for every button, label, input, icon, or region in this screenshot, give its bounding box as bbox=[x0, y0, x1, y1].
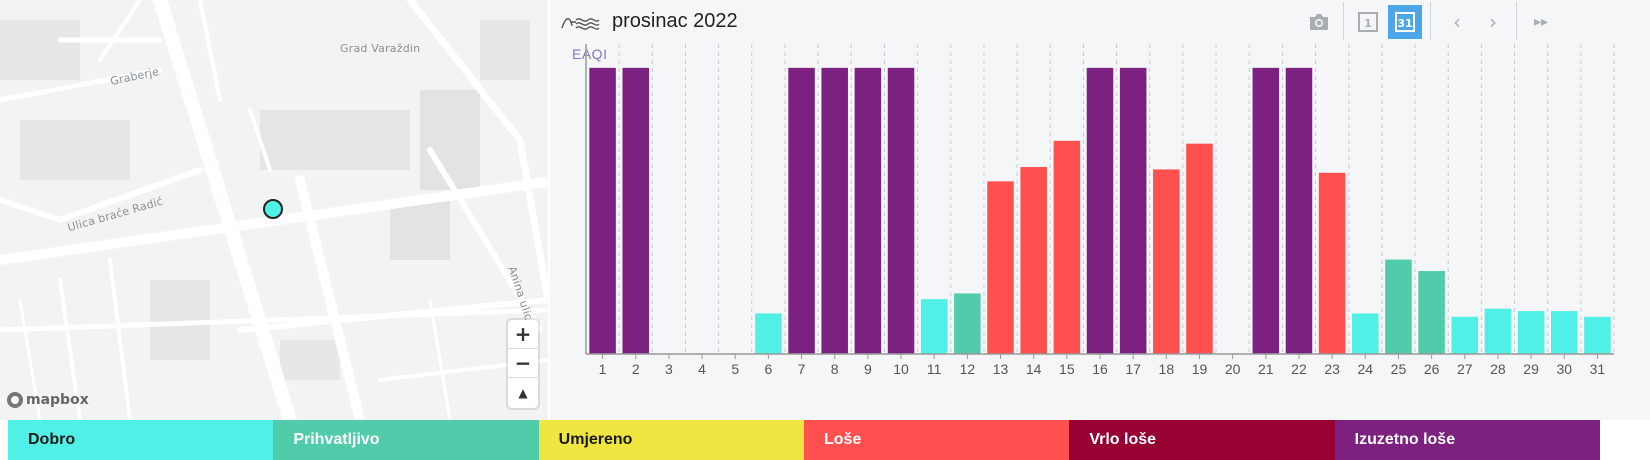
bar bbox=[1318, 172, 1346, 354]
x-tick-label: 5 bbox=[731, 361, 739, 377]
x-tick-label: 26 bbox=[1424, 361, 1440, 377]
bar bbox=[1584, 316, 1611, 354]
bar bbox=[589, 67, 616, 354]
bar bbox=[1086, 67, 1114, 354]
bar bbox=[1119, 67, 1147, 354]
x-tick-label: 18 bbox=[1159, 361, 1175, 377]
screenshot-button[interactable] bbox=[1304, 7, 1334, 37]
bar bbox=[920, 299, 948, 354]
day-view-button[interactable]: 1 bbox=[1353, 7, 1383, 37]
bar bbox=[1451, 316, 1479, 354]
chart-header: prosinac 2022 1 31 ‹ › ▸▸ bbox=[550, 0, 1650, 44]
zoom-in-button[interactable]: + bbox=[508, 320, 538, 349]
bar bbox=[1352, 313, 1379, 354]
x-tick-label: 19 bbox=[1192, 361, 1208, 377]
mapbox-logo[interactable]: mapbox bbox=[7, 392, 89, 408]
y-axis-label: EAQI bbox=[572, 46, 608, 62]
bar bbox=[887, 67, 915, 354]
x-tick-label: 14 bbox=[1026, 361, 1042, 377]
x-tick-label: 7 bbox=[798, 361, 806, 377]
x-tick-label: 23 bbox=[1324, 361, 1340, 377]
x-tick-label: 1 bbox=[599, 361, 607, 377]
legend-item: Loše bbox=[803, 420, 1070, 460]
camera-icon bbox=[1310, 14, 1328, 30]
bar bbox=[1418, 271, 1445, 354]
x-tick-label: 24 bbox=[1358, 361, 1374, 377]
station-marker[interactable] bbox=[263, 199, 283, 219]
legend-item: Dobro bbox=[8, 420, 274, 460]
chevron-left-icon: ‹ bbox=[1453, 10, 1461, 34]
compass-button[interactable]: ▲ bbox=[518, 385, 528, 400]
bar bbox=[1550, 311, 1578, 354]
x-tick-label: 29 bbox=[1523, 361, 1539, 377]
x-tick-label: 11 bbox=[927, 361, 942, 377]
legend-item: Umjereno bbox=[538, 420, 804, 460]
chart-title: prosinac 2022 bbox=[612, 10, 738, 32]
zoom-control: + − ▲ bbox=[508, 320, 538, 408]
bar bbox=[987, 181, 1014, 354]
x-tick-label: 22 bbox=[1291, 361, 1307, 377]
x-tick-label: 21 bbox=[1258, 361, 1274, 377]
mapbox-attribution: mapbox bbox=[26, 392, 89, 408]
bar bbox=[1252, 67, 1280, 354]
bar bbox=[1285, 67, 1313, 354]
map-label-grad: Grad Varaždin bbox=[340, 42, 421, 55]
zoom-out-button[interactable]: − bbox=[508, 349, 538, 378]
bar bbox=[1020, 167, 1047, 354]
x-tick-label: 20 bbox=[1225, 361, 1241, 377]
bar bbox=[755, 313, 782, 354]
month-view-button[interactable]: 31 bbox=[1388, 5, 1422, 39]
calendar-day-icon: 1 bbox=[1358, 12, 1378, 32]
legend-item: Prihvatljivo bbox=[273, 420, 539, 460]
bar bbox=[954, 293, 981, 354]
legend-item: Vrlo loše bbox=[1069, 420, 1335, 460]
x-tick-label: 4 bbox=[698, 361, 706, 377]
x-tick-label: 3 bbox=[665, 361, 673, 377]
bar bbox=[1484, 308, 1512, 354]
x-tick-label: 15 bbox=[1059, 361, 1075, 377]
next-button[interactable]: › bbox=[1478, 7, 1508, 37]
x-tick-label: 31 bbox=[1590, 361, 1606, 377]
bar bbox=[1186, 143, 1213, 354]
map-streets bbox=[0, 0, 548, 420]
chevron-right-icon: › bbox=[1489, 10, 1497, 34]
bar bbox=[1385, 259, 1412, 354]
fast-forward-icon: ▸▸ bbox=[1533, 14, 1549, 30]
x-tick-label: 16 bbox=[1092, 361, 1108, 377]
legend: Dobro Prihvatljivo Umjereno Loše Vrlo loše Iz… bbox=[8, 420, 1600, 460]
x-tick-label: 2 bbox=[632, 361, 640, 377]
x-tick-label: 25 bbox=[1391, 361, 1407, 377]
air-quality-logo-icon bbox=[561, 18, 600, 30]
bar bbox=[1153, 169, 1180, 354]
x-tick-label: 12 bbox=[960, 361, 976, 377]
x-tick-label: 10 bbox=[893, 361, 909, 377]
toolbar-divider bbox=[1343, 2, 1344, 40]
x-tick-label: 9 bbox=[864, 361, 872, 377]
calendar-month-icon: 31 bbox=[1395, 12, 1415, 32]
map[interactable]: Grad Varaždin Graberje Ulica braće Radić… bbox=[0, 0, 548, 420]
bar bbox=[788, 67, 815, 354]
toolbar-divider bbox=[1430, 2, 1431, 40]
x-tick-label: 8 bbox=[831, 361, 839, 377]
x-tick-label: 13 bbox=[993, 361, 1009, 377]
x-tick-label: 17 bbox=[1125, 361, 1141, 377]
legend-item: Izuzetno loše bbox=[1334, 420, 1600, 460]
bar bbox=[854, 67, 882, 354]
toolbar-divider bbox=[1516, 2, 1517, 40]
mapbox-icon bbox=[7, 392, 23, 408]
bar bbox=[1053, 140, 1081, 354]
bar bbox=[622, 67, 650, 354]
eaqi-bar-chart: 1 2 3 4 5 6 7 8 9 10 11 12 13 14 15 16 17 18 19 20 21 22 23 24 2… bbox=[585, 44, 1615, 377]
x-tick-label: 6 bbox=[764, 361, 772, 377]
x-tick-label: 30 bbox=[1556, 361, 1572, 377]
skip-forward-button[interactable]: ▸▸ bbox=[1526, 7, 1556, 37]
prev-button[interactable]: ‹ bbox=[1442, 7, 1472, 37]
bar bbox=[1517, 311, 1545, 354]
bar bbox=[821, 67, 848, 354]
x-tick-label: 27 bbox=[1457, 361, 1473, 377]
x-tick-label: 28 bbox=[1490, 361, 1506, 377]
